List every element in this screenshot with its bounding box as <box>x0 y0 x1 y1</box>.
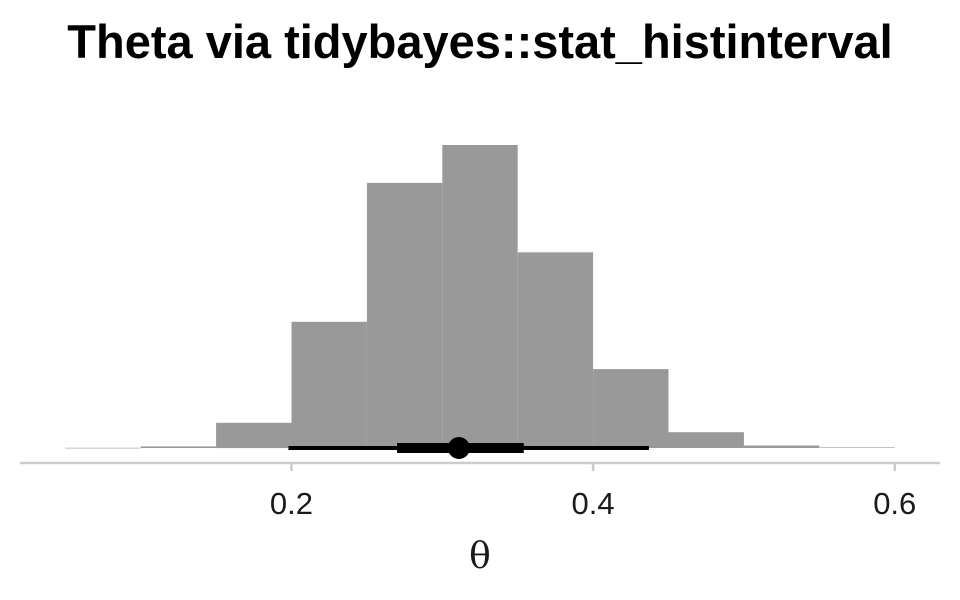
histogram-bar <box>442 145 518 448</box>
x-tick-label: 0.2 <box>270 486 313 521</box>
histogram-bar <box>366 182 443 448</box>
histogram-bar <box>668 432 744 448</box>
x-tick-label: 0.4 <box>572 486 615 521</box>
histogram-bar <box>291 321 367 449</box>
chart-title: Theta via tidybayes::stat_histinterval <box>67 15 893 68</box>
histogram-bar <box>517 252 594 448</box>
interval-layer <box>288 437 649 459</box>
histogram-bar <box>216 422 292 449</box>
histogram-bar <box>743 445 820 448</box>
x-axis-ticks: 0.2 0.4 0.6 <box>270 463 916 521</box>
point-estimate <box>447 437 470 459</box>
histogram-bar <box>593 369 669 448</box>
x-tick-label: 0.6 <box>873 486 916 521</box>
histogram-bars <box>65 145 895 449</box>
histogram-bar <box>819 447 895 448</box>
histogram-bar <box>65 447 141 449</box>
histogram-bar <box>140 446 217 448</box>
x-axis-title: θ <box>469 536 491 577</box>
